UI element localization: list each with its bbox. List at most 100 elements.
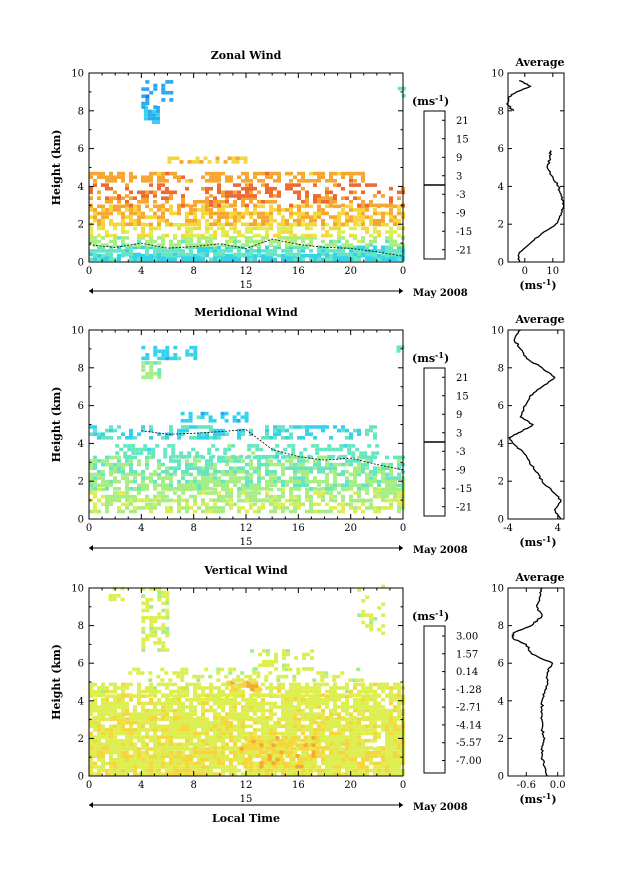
heatmap-cell xyxy=(97,219,101,223)
heatmap-cell xyxy=(345,240,349,244)
heatmap-cell xyxy=(125,746,129,750)
heatmap-cell xyxy=(173,735,177,739)
heatmap-cell xyxy=(205,187,209,191)
heatmap-cell xyxy=(285,227,289,231)
heatmap-cell xyxy=(225,758,229,762)
heatmap-cell xyxy=(201,412,205,416)
heatmap-cell xyxy=(129,732,133,736)
heatmap-cell xyxy=(321,754,325,758)
heatmap-cell xyxy=(153,721,157,725)
heatmap-cell xyxy=(149,506,153,510)
heatmap-cell xyxy=(285,249,289,253)
heatmap-cell xyxy=(341,175,345,179)
heatmap-cell xyxy=(381,194,385,198)
heatmap-cell xyxy=(193,487,197,491)
heatmap-cell xyxy=(133,732,137,736)
heatmap-cell xyxy=(341,425,345,429)
heatmap-cell xyxy=(197,746,201,750)
heatmap-cell xyxy=(93,456,97,460)
heatmap-cell xyxy=(189,230,193,234)
heatmap-cell xyxy=(169,473,173,477)
heatmap-cell xyxy=(247,444,251,448)
heatmap-cell xyxy=(145,735,149,739)
heatmap-cell xyxy=(105,258,109,262)
heatmap-cell xyxy=(337,762,341,766)
heatmap-cell xyxy=(233,191,237,195)
heatmap-cell xyxy=(269,463,273,467)
heatmap-cell xyxy=(297,236,301,240)
heatmap-cell xyxy=(173,690,177,694)
heatmap-cell xyxy=(93,716,97,720)
heatmap-cell xyxy=(317,495,321,499)
heatmap-cell xyxy=(244,747,248,751)
heatmap-cell xyxy=(325,769,329,773)
heatmap-cell xyxy=(237,480,241,484)
heatmap-cell xyxy=(117,732,121,736)
heatmap-cell xyxy=(213,510,217,514)
heatmap-cell xyxy=(97,234,101,238)
heatmap-cell xyxy=(397,769,401,773)
heatmap-cell xyxy=(169,754,173,758)
heatmap-cell xyxy=(389,230,393,234)
heatmap-cell xyxy=(297,690,301,694)
heatmap-cell xyxy=(249,495,253,499)
heatmap-cell xyxy=(373,425,377,429)
heatmap-cell xyxy=(315,451,319,455)
heatmap-cell xyxy=(313,436,317,440)
heatmap-cell xyxy=(157,641,161,645)
heatmap-cell xyxy=(171,455,175,459)
heatmap-cell xyxy=(349,498,353,502)
heatmap-cell xyxy=(201,728,205,732)
heatmap-cell xyxy=(377,254,381,258)
heatmap-cell xyxy=(301,175,305,179)
heatmap-cell xyxy=(361,716,365,720)
heatmap-cell xyxy=(109,429,113,433)
heatmap-cell xyxy=(327,448,331,452)
heatmap-cell xyxy=(189,253,193,257)
heatmap-cell xyxy=(249,459,253,463)
heatmap-cell xyxy=(105,510,109,514)
heatmap-cell xyxy=(305,425,309,429)
heatmap-cell xyxy=(313,728,317,732)
heatmap-cell xyxy=(101,212,105,216)
heatmap-cell xyxy=(393,754,397,758)
heatmap-cell xyxy=(105,503,109,507)
heatmap-cell xyxy=(349,200,353,204)
heatmap-cell xyxy=(169,429,173,433)
heatmap-cell xyxy=(113,769,117,773)
heatmap-cell xyxy=(257,476,261,480)
heatmap-cell xyxy=(245,412,249,416)
heatmap-cell xyxy=(113,179,117,183)
heatmap-cell xyxy=(253,693,257,697)
heatmap-cell xyxy=(105,483,109,487)
heatmap-cell xyxy=(381,258,385,262)
heatmap-cell xyxy=(217,735,221,739)
heatmap-cell xyxy=(105,702,109,706)
heatmap-cell xyxy=(309,705,313,709)
heatmap-cell xyxy=(297,483,301,487)
heatmap-cell xyxy=(157,698,161,702)
heatmap-cell xyxy=(297,476,301,480)
heatmap-cell xyxy=(189,219,193,223)
heatmap-cell xyxy=(345,436,349,440)
heatmap-cell xyxy=(209,175,213,179)
heatmap-cell xyxy=(209,725,213,729)
heatmap-cell xyxy=(185,503,189,507)
heatmap-cell xyxy=(237,470,241,474)
heatmap-cell xyxy=(101,765,105,769)
heatmap-cell xyxy=(89,483,93,487)
heatmap-cell xyxy=(217,702,221,706)
heatmap-cell xyxy=(117,769,121,773)
heatmap-cell xyxy=(133,253,137,257)
heatmap-cell xyxy=(293,466,297,470)
heatmap-cell xyxy=(211,455,215,459)
heatmap-cell xyxy=(225,686,229,690)
heatmap-cell xyxy=(385,728,389,732)
heatmap-cell xyxy=(349,179,353,183)
heatmap-cell xyxy=(329,258,333,262)
heatmap-cell xyxy=(353,725,357,729)
heatmap-cell xyxy=(305,495,309,499)
heatmap-cell xyxy=(133,694,137,698)
heatmap-cell xyxy=(193,357,197,361)
heatmap-cell xyxy=(273,772,277,776)
